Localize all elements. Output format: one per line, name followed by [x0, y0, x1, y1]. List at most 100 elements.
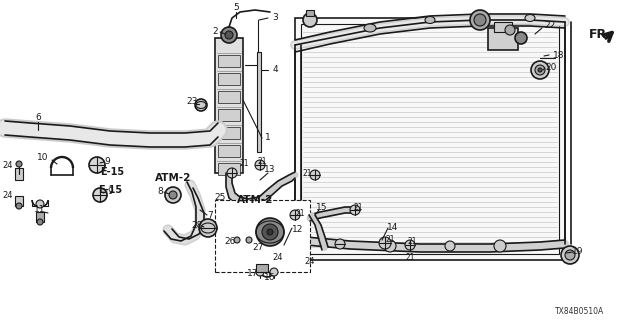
Text: 24: 24: [273, 253, 284, 262]
Circle shape: [303, 13, 317, 27]
Text: 5: 5: [233, 4, 239, 12]
Circle shape: [246, 237, 252, 243]
Bar: [215, 38, 243, 173]
Circle shape: [405, 240, 415, 250]
Text: 27: 27: [252, 244, 264, 252]
Bar: [15, 168, 23, 180]
Bar: [36, 212, 44, 222]
Text: 21: 21: [257, 157, 267, 166]
Bar: [215, 200, 310, 272]
Text: E-15: E-15: [98, 185, 122, 195]
Circle shape: [310, 170, 320, 180]
Text: 12: 12: [292, 226, 304, 235]
Text: 8: 8: [157, 188, 163, 196]
Text: 21: 21: [295, 209, 305, 218]
Text: 22: 22: [545, 20, 556, 29]
Bar: [306, 10, 314, 16]
Text: 26: 26: [224, 237, 236, 246]
Circle shape: [165, 187, 181, 203]
Bar: [301, 24, 559, 254]
Text: 1: 1: [265, 133, 271, 142]
Circle shape: [494, 240, 506, 252]
Text: 4: 4: [272, 66, 278, 75]
Bar: [218, 145, 240, 157]
Circle shape: [195, 99, 207, 111]
Ellipse shape: [525, 14, 535, 21]
Circle shape: [565, 250, 575, 260]
Ellipse shape: [364, 24, 376, 32]
Circle shape: [350, 205, 360, 215]
Text: 3: 3: [272, 13, 278, 22]
Circle shape: [199, 219, 217, 237]
Bar: [295, 18, 565, 260]
Text: 21: 21: [239, 159, 249, 169]
Circle shape: [234, 237, 240, 243]
Bar: [218, 73, 240, 85]
Text: 14: 14: [387, 223, 399, 233]
Text: 21: 21: [302, 169, 312, 178]
Circle shape: [505, 25, 515, 35]
Bar: [218, 109, 240, 121]
Text: FR.: FR.: [588, 28, 612, 42]
Text: 2: 2: [212, 28, 218, 36]
Circle shape: [256, 218, 284, 246]
Circle shape: [535, 65, 545, 75]
Circle shape: [561, 246, 579, 264]
Circle shape: [221, 27, 237, 43]
Circle shape: [256, 268, 264, 276]
Circle shape: [16, 203, 22, 209]
Circle shape: [225, 31, 233, 39]
Text: 24: 24: [305, 258, 316, 267]
Bar: [15, 196, 23, 206]
Circle shape: [270, 268, 278, 276]
Circle shape: [515, 32, 527, 44]
Text: 19: 19: [572, 247, 584, 257]
Circle shape: [267, 229, 273, 235]
Circle shape: [16, 161, 22, 167]
Bar: [218, 55, 240, 67]
Ellipse shape: [425, 17, 435, 23]
Circle shape: [169, 191, 177, 199]
Circle shape: [445, 241, 455, 251]
Text: 24: 24: [3, 161, 13, 170]
Text: 23: 23: [186, 98, 198, 107]
Bar: [218, 163, 240, 175]
Text: 16: 16: [264, 274, 276, 283]
Circle shape: [470, 10, 490, 30]
Text: 21: 21: [385, 236, 395, 244]
Bar: [256, 264, 268, 272]
Circle shape: [93, 188, 107, 202]
Text: ATM-2: ATM-2: [155, 173, 191, 183]
Text: 9: 9: [107, 188, 113, 196]
Text: 13: 13: [264, 165, 276, 174]
Circle shape: [379, 237, 391, 249]
Text: 7: 7: [207, 211, 213, 220]
Circle shape: [227, 168, 237, 178]
Bar: [218, 127, 240, 139]
Circle shape: [335, 239, 345, 249]
Text: 15: 15: [316, 204, 328, 212]
Circle shape: [384, 240, 396, 252]
Circle shape: [37, 219, 43, 225]
Text: 9: 9: [104, 157, 110, 166]
Circle shape: [474, 14, 486, 26]
Text: 10: 10: [37, 154, 49, 163]
Text: 28: 28: [191, 221, 203, 230]
Circle shape: [290, 210, 300, 220]
Text: 17: 17: [247, 268, 259, 277]
Bar: [257, 52, 261, 152]
Text: 21: 21: [407, 237, 417, 246]
Text: 18: 18: [553, 51, 564, 60]
Text: 21: 21: [353, 204, 363, 212]
Text: 20: 20: [545, 63, 557, 73]
Text: E-15: E-15: [100, 167, 124, 177]
Text: ATM-2: ATM-2: [237, 195, 273, 205]
Circle shape: [255, 160, 265, 170]
Text: 21: 21: [405, 253, 415, 262]
Text: 24: 24: [3, 190, 13, 199]
Circle shape: [262, 224, 278, 240]
Text: TX84B0510A: TX84B0510A: [556, 308, 605, 316]
Circle shape: [531, 61, 549, 79]
Text: 25: 25: [214, 194, 226, 203]
Bar: [218, 91, 240, 103]
